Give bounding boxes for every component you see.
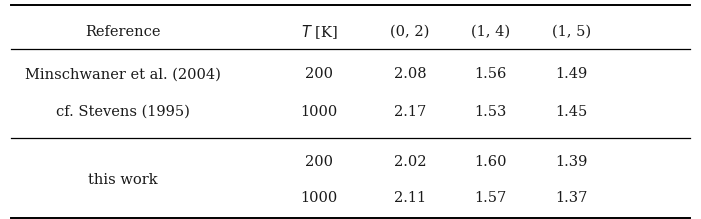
Text: 1.39: 1.39 xyxy=(555,155,587,169)
Text: cf. Stevens (1995): cf. Stevens (1995) xyxy=(56,105,189,119)
Text: (1, 5): (1, 5) xyxy=(552,25,591,39)
Text: 1000: 1000 xyxy=(300,105,338,119)
Text: 1.45: 1.45 xyxy=(555,105,587,119)
Text: 1.53: 1.53 xyxy=(475,105,507,119)
Text: Minschwaner et al. (2004): Minschwaner et al. (2004) xyxy=(25,67,221,81)
Text: (0, 2): (0, 2) xyxy=(390,25,430,39)
Text: 2.08: 2.08 xyxy=(394,67,426,81)
Text: 1000: 1000 xyxy=(300,191,338,205)
Text: 1.49: 1.49 xyxy=(555,67,587,81)
Text: Reference: Reference xyxy=(85,25,161,39)
Text: 1.60: 1.60 xyxy=(475,155,507,169)
Text: 1.57: 1.57 xyxy=(475,191,507,205)
Text: $T$ [K]: $T$ [K] xyxy=(301,23,337,41)
Text: 2.11: 2.11 xyxy=(394,191,426,205)
Text: (1, 4): (1, 4) xyxy=(471,25,510,39)
Text: 2.02: 2.02 xyxy=(394,155,426,169)
Text: 200: 200 xyxy=(305,67,333,81)
Text: 1.56: 1.56 xyxy=(475,67,507,81)
Text: this work: this work xyxy=(88,173,158,187)
Text: 200: 200 xyxy=(305,155,333,169)
Text: 2.17: 2.17 xyxy=(394,105,426,119)
Text: 1.37: 1.37 xyxy=(555,191,587,205)
